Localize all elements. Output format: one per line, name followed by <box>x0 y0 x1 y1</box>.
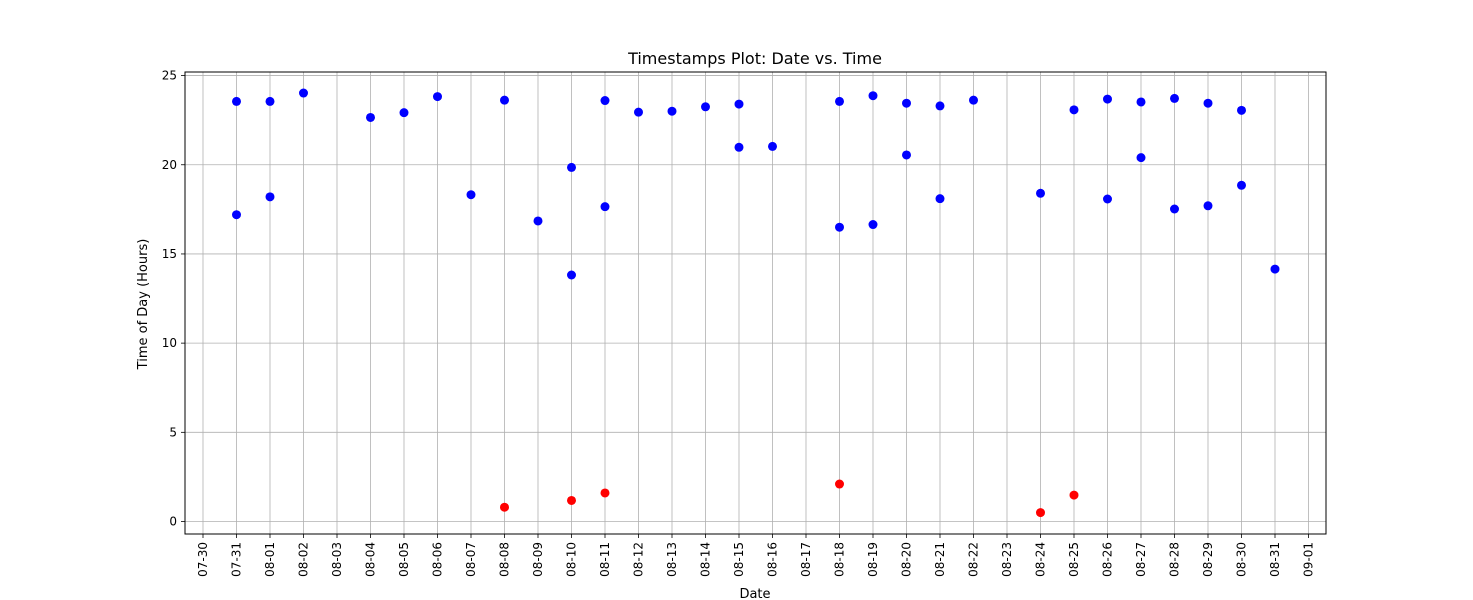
data-point <box>433 92 442 102</box>
grid-lines <box>185 72 1326 534</box>
y-axis-ticks: 0 5 10 15 20 25 <box>162 69 185 529</box>
x-tick-label: 08-07 <box>464 542 478 577</box>
data-point <box>734 142 744 152</box>
data-point <box>1136 97 1146 107</box>
data-point <box>1237 180 1246 190</box>
data-point <box>265 96 275 106</box>
data-point <box>299 88 308 98</box>
x-tick-label: 08-31 <box>1268 542 1282 577</box>
chart-title: Timestamps Plot: Date vs. Time <box>627 49 882 68</box>
x-tick-label: 08-02 <box>297 542 311 577</box>
x-tick-label: 08-12 <box>632 542 646 577</box>
data-point <box>768 141 777 151</box>
data-point <box>600 202 610 212</box>
data-point <box>500 502 509 512</box>
data-point <box>1069 105 1079 115</box>
y-tick-label: 20 <box>162 158 177 172</box>
x-tick-label: 08-03 <box>330 542 344 577</box>
x-tick-label: 08-23 <box>1000 542 1014 577</box>
x-tick-label: 08-21 <box>933 542 947 577</box>
x-axis-ticks: 07-30 07-31 08-01 08-02 08-03 08-04 08-05 08-06… <box>196 534 1316 577</box>
x-tick-label: 08-18 <box>833 542 847 577</box>
data-point <box>567 162 576 172</box>
x-tick-label: 07-30 <box>196 542 210 577</box>
x-axis-label: Date <box>739 587 770 600</box>
x-tick-label: 08-09 <box>531 542 545 577</box>
x-tick-label: 08-15 <box>732 542 746 577</box>
x-tick-label: 08-22 <box>967 542 981 577</box>
data-point <box>232 210 241 220</box>
data-point <box>935 101 945 111</box>
data-point <box>1237 105 1246 115</box>
x-tick-label: 08-27 <box>1134 542 1148 577</box>
x-tick-label: 08-08 <box>498 542 512 577</box>
data-point <box>868 91 878 101</box>
data-point <box>600 96 610 106</box>
data-point <box>1103 194 1112 204</box>
data-point <box>466 190 476 200</box>
plot-frame <box>184 71 1327 535</box>
data-point <box>902 150 911 160</box>
y-tick-label: 10 <box>162 336 177 350</box>
y-tick-label: 5 <box>169 425 177 439</box>
x-tick-label: 08-17 <box>799 542 813 577</box>
data-point <box>868 220 878 230</box>
data-point <box>835 222 844 232</box>
x-tick-label: 08-19 <box>866 542 880 577</box>
data-point <box>533 216 543 226</box>
x-tick-label: 08-14 <box>699 542 713 577</box>
x-tick-label: 09-01 <box>1302 542 1316 577</box>
data-point <box>1036 188 1045 198</box>
data-point <box>1270 264 1280 274</box>
plot-area <box>185 72 1326 534</box>
data-point <box>567 495 576 505</box>
x-tick-label: 08-10 <box>565 542 579 577</box>
data-point <box>500 95 509 105</box>
data-point <box>265 192 275 202</box>
data-point <box>835 96 844 106</box>
x-tick-label: 08-16 <box>766 542 780 577</box>
data-point <box>1036 508 1045 518</box>
data-point <box>835 479 844 489</box>
x-tick-label: 08-13 <box>665 542 679 577</box>
x-tick-label: 08-01 <box>263 542 277 577</box>
x-tick-label: 08-26 <box>1101 542 1115 577</box>
data-point <box>935 194 945 204</box>
data-point <box>969 95 978 105</box>
x-tick-label: 08-25 <box>1067 542 1081 577</box>
data-point <box>701 102 710 112</box>
x-tick-label: 08-11 <box>598 542 612 577</box>
data-point <box>902 98 911 108</box>
data-point <box>1170 93 1179 103</box>
data-point <box>1136 153 1146 163</box>
x-tick-label: 08-04 <box>364 542 378 577</box>
x-tick-label: 08-30 <box>1235 542 1249 577</box>
data-point <box>1069 490 1079 500</box>
x-tick-label: 08-29 <box>1201 542 1215 577</box>
data-point <box>567 270 576 280</box>
data-point <box>1170 204 1179 214</box>
data-point <box>600 488 610 498</box>
data-point <box>1203 201 1213 211</box>
y-tick-label: 25 <box>162 69 177 83</box>
y-tick-label: 15 <box>162 247 177 261</box>
x-tick-label: 08-28 <box>1168 542 1182 577</box>
data-point <box>1103 94 1112 104</box>
data-point <box>366 112 375 122</box>
data-point <box>399 108 409 118</box>
data-point <box>734 99 744 109</box>
y-axis-label: Time of Day (Hours) <box>136 239 151 371</box>
data-points <box>232 88 1280 518</box>
x-tick-label: 07-31 <box>230 542 244 577</box>
data-point <box>634 107 643 117</box>
x-tick-label: 08-20 <box>900 542 914 577</box>
x-tick-label: 08-24 <box>1034 542 1048 577</box>
data-point <box>232 96 241 106</box>
data-point <box>1203 98 1213 108</box>
x-tick-label: 08-05 <box>397 542 411 577</box>
y-tick-label: 0 <box>169 515 177 529</box>
data-point <box>667 106 677 116</box>
x-tick-label: 08-06 <box>431 542 445 577</box>
